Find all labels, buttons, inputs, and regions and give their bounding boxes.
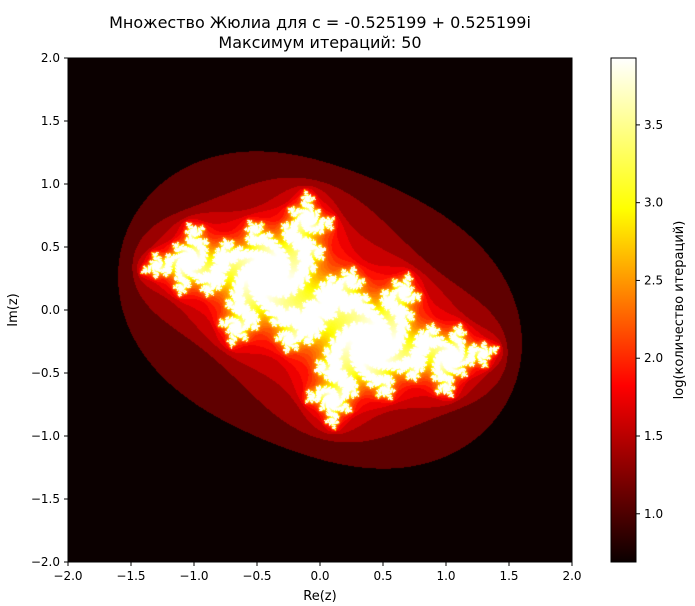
x-tick-label: −2.0: [53, 569, 82, 583]
colorbar-tick-label: 3.0: [644, 196, 663, 210]
chart-title-line2: Максимум итераций: 50: [218, 33, 421, 52]
y-tick-label: 0.0: [41, 303, 60, 317]
x-tick-label: 2.0: [562, 569, 581, 583]
x-tick-label: 0.5: [373, 569, 392, 583]
y-tick-label: 2.0: [41, 51, 60, 65]
x-tick-label: −1.5: [116, 569, 145, 583]
colorbar-label: log(количество итераций): [672, 221, 687, 400]
y-tick-label: 0.5: [41, 240, 60, 254]
colorbar-tick-label: 3.5: [644, 118, 663, 132]
y-tick-label: 1.0: [41, 177, 60, 191]
y-tick-label: −1.5: [31, 492, 60, 506]
colorbar-tick-label: 1.0: [644, 507, 663, 521]
julia-heatmap: [68, 58, 572, 562]
x-tick-label: 1.0: [436, 569, 455, 583]
x-axis: −2.0 −1.5 −1.0 −0.5 0.0 0.5 1.0 1.5 2.0 Re(z): [53, 562, 582, 604]
x-tick-label: 1.5: [499, 569, 518, 583]
y-tick-label: −0.5: [31, 366, 60, 380]
colorbar-tick-label: 2.0: [644, 351, 663, 365]
y-axis: 2.0 1.5 1.0 0.5 0.0 −0.5 −1.0 −1.5 −2.0 Im(z): [6, 51, 68, 569]
x-tick-label: 0.0: [310, 569, 329, 583]
plot-area: [67, 57, 573, 563]
colorbar-tick-label: 1.5: [644, 429, 663, 443]
y-axis-label: Im(z): [6, 293, 21, 326]
x-tick-label: −1.0: [179, 569, 208, 583]
x-tick-label: −0.5: [242, 569, 271, 583]
colorbar-gradient: [610, 57, 637, 563]
y-tick-label: −1.0: [31, 429, 60, 443]
colorbar-tick-label: 2.5: [644, 273, 663, 287]
colorbar: 1.0 1.5 2.0 2.5 3.0 3.5 log(количество итерац…: [610, 57, 687, 563]
x-axis-label: Re(z): [303, 589, 336, 604]
y-tick-label: 1.5: [41, 114, 60, 128]
chart-title-line1: Множество Жюлиа для c = -0.525199 + 0.52…: [109, 13, 531, 32]
y-tick-label: −2.0: [31, 555, 60, 569]
